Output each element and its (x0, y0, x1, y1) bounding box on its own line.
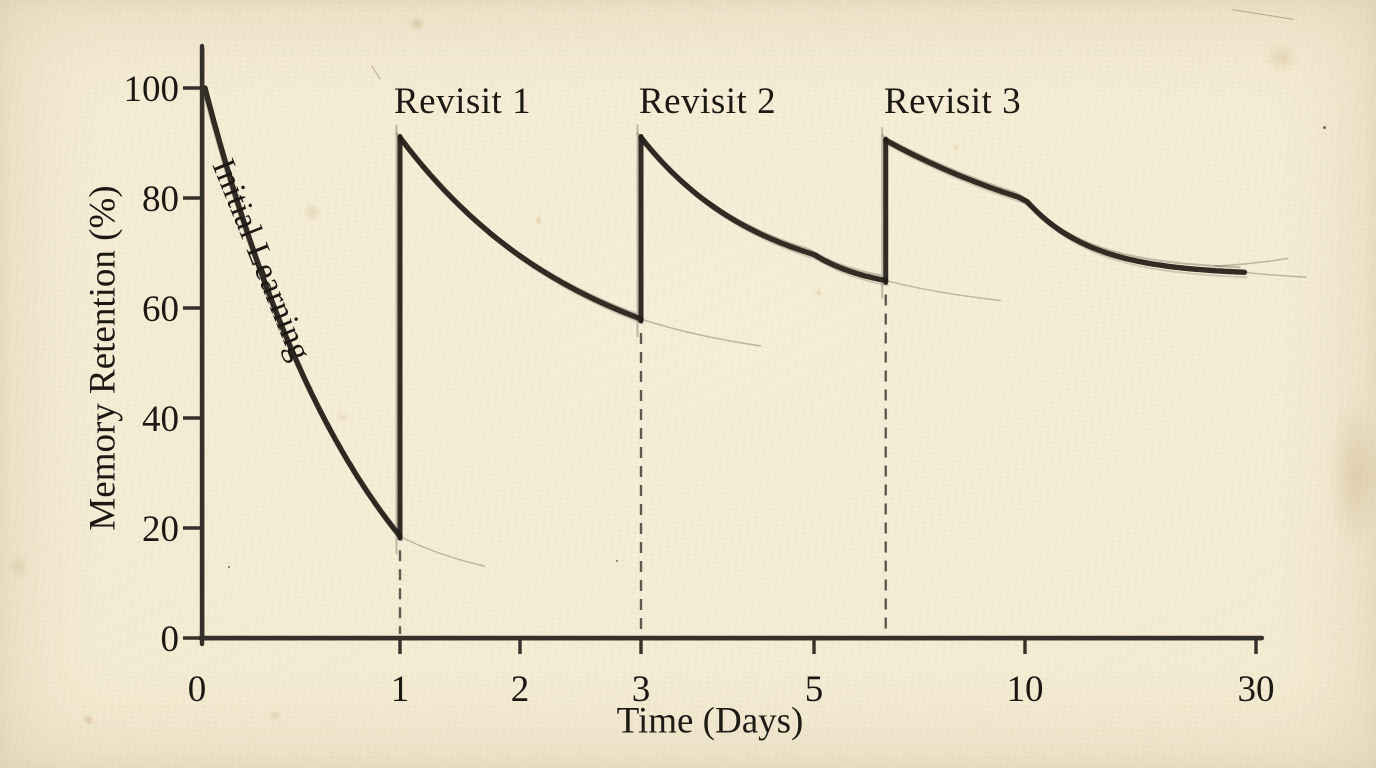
annotation-revisit-1: Revisit 1 (394, 81, 532, 122)
annotation-revisit-3: Revisit 3 (884, 81, 1022, 122)
y-tick-label: 80 (142, 179, 179, 220)
curve-segment (638, 134, 889, 284)
annotation-revisit-2: Revisit 2 (639, 81, 777, 122)
curve-ghost (395, 131, 638, 315)
x-tick-label: 10 (1007, 669, 1044, 710)
curve-ghost-tail (885, 279, 1001, 302)
curve-ghost (636, 131, 882, 277)
y-tick-label: 60 (142, 289, 179, 330)
y-tick-label: 100 (124, 69, 180, 110)
x-tick-label: 5 (805, 669, 824, 710)
y-tick-label: 40 (142, 399, 179, 440)
x-tick-label: 2 (511, 669, 530, 710)
y-axis-title: Memory Retention (%) (82, 185, 124, 531)
curve-segment (883, 137, 1248, 275)
curve-ghost-tail (640, 318, 762, 347)
x-axis-title: Time (Days) (616, 700, 804, 742)
curve-segment (202, 85, 403, 539)
x-tick-label: 30 (1238, 669, 1275, 710)
y-tick-label: 20 (142, 509, 179, 550)
x-tick-label: 1 (391, 669, 410, 710)
curve-ghost-tail (1214, 257, 1289, 267)
y-tick-label: 0 (161, 619, 180, 660)
curve-ghost-tail (399, 535, 486, 567)
curve-ghost (402, 141, 645, 325)
x-tick-label: 3 (632, 669, 651, 710)
x-tick-label: 0 (188, 669, 207, 710)
curve-ghost-tail (1244, 271, 1307, 278)
curve-ghost (881, 134, 1241, 269)
curve-ghost (643, 141, 889, 287)
curve-segment (397, 134, 644, 322)
